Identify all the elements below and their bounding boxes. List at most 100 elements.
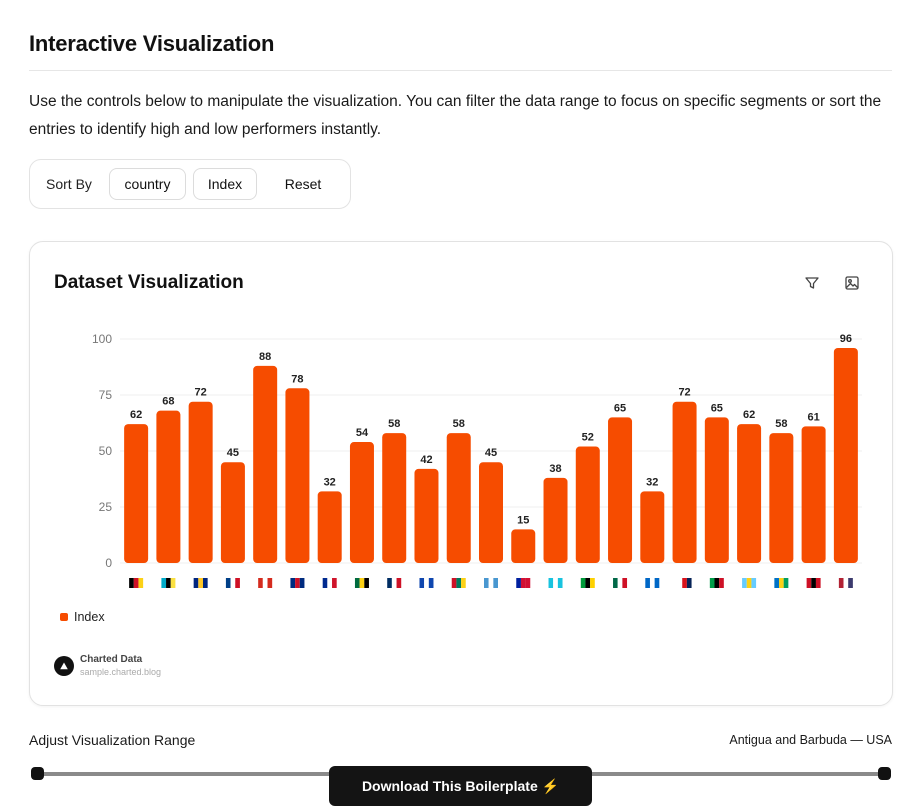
flag-icon (613, 578, 618, 588)
flag-icon (290, 578, 296, 588)
data-label: 68 (162, 396, 174, 408)
charted-logo-icon (54, 656, 74, 676)
bar (640, 491, 665, 563)
sort-controls: Sort By country Index Reset (29, 159, 351, 209)
flag-icon (193, 578, 199, 588)
flag-icon (359, 578, 365, 588)
bar (382, 433, 407, 563)
sort-index-button[interactable]: Index (193, 168, 257, 200)
y-tick-label: 25 (99, 500, 113, 514)
bar (801, 426, 826, 563)
range-label: Adjust Visualization Range (29, 732, 196, 748)
bar (704, 417, 729, 563)
bar (124, 424, 149, 563)
bar (479, 462, 503, 563)
flag-icon (806, 578, 812, 588)
reset-button[interactable]: Reset (263, 168, 343, 200)
flag-icon (580, 578, 586, 588)
flag-icon (843, 578, 849, 588)
bar (156, 410, 181, 563)
data-label: 15 (517, 514, 529, 526)
flag-icon (751, 578, 757, 588)
flag-icon (848, 578, 853, 588)
chart-legend: Index (60, 610, 105, 624)
data-label: 96 (840, 333, 852, 345)
brand-attribution: Charted Data sample.charted.blog (54, 654, 161, 678)
flag-icon (332, 578, 337, 588)
flag-icon (590, 578, 595, 588)
legend-label: Index (74, 610, 105, 624)
data-label: 61 (807, 411, 819, 423)
flag-icon (654, 578, 660, 588)
data-label: 58 (388, 418, 400, 430)
flag-icon (262, 578, 268, 588)
flag-icon (258, 578, 263, 588)
flag-icon (419, 578, 425, 588)
flag-icon (779, 578, 784, 588)
chart-title: Dataset Visualization (54, 272, 244, 293)
flag-icon (815, 578, 821, 588)
flag-icon (267, 578, 273, 588)
flag-icon (548, 578, 554, 588)
range-end-handle[interactable] (878, 767, 891, 780)
bar-chart: 025507510062Antigua and Barbuda68Bahamas… (92, 332, 862, 588)
bar (769, 433, 794, 563)
flag-icon (682, 578, 687, 588)
data-label: 58 (453, 418, 465, 430)
chart-card: Dataset Visualization 025507510062Antigu… (29, 241, 893, 706)
flag-icon (428, 578, 434, 588)
flag-icon (484, 578, 489, 588)
image-icon[interactable] (841, 272, 863, 294)
legend-swatch (60, 613, 68, 621)
sort-country-button[interactable]: country (109, 168, 186, 200)
flag-icon (451, 578, 457, 588)
data-label: 58 (775, 418, 787, 430)
data-label: 32 (324, 476, 336, 488)
page-title: Interactive Visualization (29, 31, 275, 56)
data-label: 42 (420, 454, 432, 466)
bar (253, 365, 278, 563)
flag-icon (746, 578, 752, 588)
data-label: 62 (743, 409, 755, 421)
filter-icon[interactable] (801, 272, 823, 294)
bar (414, 468, 439, 563)
data-label: 45 (485, 447, 497, 459)
download-button[interactable]: Download This Boilerplate ⚡ (329, 766, 592, 806)
intro-text: Use the controls below to manipulate the… (29, 93, 882, 138)
flag-icon (525, 578, 531, 588)
flag-icon (387, 578, 392, 588)
data-label: 52 (582, 432, 594, 444)
flag-icon (202, 578, 208, 588)
flag-icon (686, 578, 692, 588)
flag-icon (225, 578, 231, 588)
range-start-handle[interactable] (31, 767, 44, 780)
flag-icon (557, 578, 563, 588)
flag-icon (488, 578, 494, 588)
bar (575, 446, 600, 563)
bar (737, 424, 762, 563)
flag-icon (161, 578, 167, 588)
range-value: Antigua and Barbuda — USA (729, 733, 892, 747)
flag-icon (166, 578, 171, 588)
flag-icon (516, 578, 521, 588)
flag-icon (456, 578, 462, 588)
bar (285, 388, 310, 563)
data-label: 62 (130, 409, 142, 421)
bar (608, 417, 633, 563)
bar (543, 477, 568, 563)
flag-icon (811, 578, 816, 588)
flag-icon (774, 578, 780, 588)
data-label: 54 (356, 427, 369, 439)
flag-icon (170, 578, 176, 588)
y-tick-label: 0 (105, 556, 112, 570)
bar (833, 347, 858, 563)
flag-icon (677, 578, 683, 588)
data-label: 88 (259, 351, 271, 363)
bar (317, 491, 342, 563)
bar (188, 401, 213, 563)
flag-icon (364, 578, 369, 588)
flag-icon (230, 578, 236, 588)
y-tick-label: 50 (99, 444, 113, 458)
data-label: 38 (549, 463, 561, 475)
flag-icon (649, 578, 655, 588)
